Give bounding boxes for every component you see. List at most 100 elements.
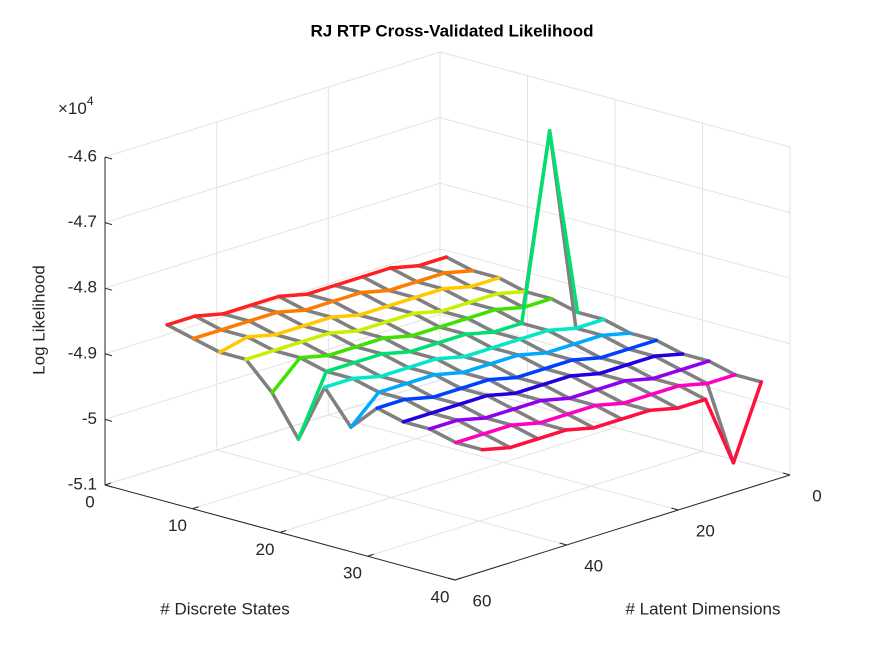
mesh-line — [515, 375, 545, 387]
surface-line — [331, 290, 363, 304]
surface-line — [651, 368, 683, 381]
mesh-line — [570, 358, 601, 376]
mesh-line — [432, 372, 463, 391]
surface-line — [705, 373, 737, 386]
surface-line — [193, 312, 225, 318]
surface-line — [301, 315, 334, 328]
mesh-line — [360, 274, 391, 293]
surface-line — [385, 295, 417, 309]
mesh-line — [541, 382, 571, 401]
surface-line — [377, 381, 409, 394]
mesh-line — [403, 397, 434, 415]
mesh-line — [546, 328, 576, 346]
surface-line — [621, 392, 654, 405]
mesh-line — [565, 412, 596, 430]
mesh-line — [602, 317, 632, 335]
surface-line — [703, 397, 736, 465]
mesh-line — [460, 370, 491, 382]
tick-mark — [104, 156, 113, 160]
surface-line — [510, 421, 542, 427]
tick-mark — [454, 577, 462, 581]
x-tick-label: 20 — [256, 540, 275, 559]
mesh-line — [679, 368, 709, 386]
mesh-line — [516, 353, 547, 371]
surface-line — [572, 333, 604, 346]
mesh-line — [733, 373, 764, 384]
tick-mark — [559, 542, 567, 546]
x-axis-label: # Discrete States — [160, 599, 289, 618]
mesh-line — [677, 383, 708, 402]
surface-line — [485, 391, 517, 398]
surface-line — [598, 347, 631, 360]
surface-line — [574, 317, 606, 330]
mesh-line — [454, 440, 484, 452]
mesh-line — [652, 354, 683, 372]
surface-line — [327, 329, 360, 335]
surface-line — [375, 397, 407, 410]
surface-line — [521, 296, 554, 310]
mesh-line — [352, 360, 383, 379]
mesh-line — [569, 374, 599, 392]
surface-line — [620, 408, 652, 421]
surface-line — [511, 398, 544, 411]
tick-mark — [671, 507, 679, 511]
mesh-line — [431, 395, 461, 407]
surface-line — [357, 304, 389, 317]
mesh-line — [303, 308, 334, 319]
mesh-line — [322, 385, 353, 429]
mesh-line — [574, 326, 604, 338]
mesh-line — [575, 310, 606, 322]
surface-line — [513, 382, 545, 396]
surface-line — [380, 349, 412, 356]
surface-line — [441, 284, 473, 291]
mesh-line — [595, 387, 626, 405]
mesh-line — [413, 295, 444, 313]
surface-line — [352, 352, 384, 365]
grid-line — [104, 117, 441, 224]
grid-line — [367, 450, 703, 557]
mesh-line — [324, 369, 355, 381]
mesh-line — [427, 427, 458, 445]
surface-line — [482, 423, 514, 436]
mesh-line — [539, 398, 570, 416]
mesh-line — [490, 346, 521, 357]
mesh-line — [383, 320, 414, 338]
mesh-line — [628, 331, 659, 343]
surface-line — [415, 271, 447, 284]
surface-line — [593, 401, 626, 408]
surface-line — [217, 335, 250, 354]
mesh-line — [375, 406, 406, 424]
mesh-line — [270, 390, 301, 441]
surface-line — [454, 432, 486, 445]
mesh-line — [444, 255, 475, 273]
mesh-line — [377, 390, 407, 402]
surface-line — [675, 397, 708, 410]
surface-line — [244, 348, 276, 362]
surface-line — [427, 418, 460, 431]
mesh-line — [626, 347, 657, 358]
surface-line — [542, 358, 575, 371]
surface-line — [483, 407, 516, 420]
mesh-line — [354, 345, 384, 356]
z-tick-label: -4.7 — [68, 212, 97, 231]
mesh-line — [464, 332, 494, 350]
surface-line — [515, 366, 547, 380]
mesh-line — [217, 350, 248, 362]
surface-line — [165, 314, 197, 327]
surface-line — [455, 416, 488, 422]
tick-mark — [367, 553, 374, 557]
surface-line — [541, 374, 573, 387]
mesh-line — [359, 290, 389, 309]
mesh-line — [221, 312, 251, 323]
surface-line — [626, 338, 659, 351]
surface-line — [465, 307, 498, 321]
mesh-line — [434, 357, 465, 375]
surface-line — [467, 291, 499, 305]
surface-line — [492, 321, 524, 334]
surface-line — [411, 309, 444, 316]
mesh-line — [654, 338, 685, 356]
grid-line — [216, 449, 567, 546]
surface-line — [677, 381, 709, 388]
z-axis-label: Log Likelihood — [29, 265, 48, 375]
surface-line — [326, 345, 358, 358]
